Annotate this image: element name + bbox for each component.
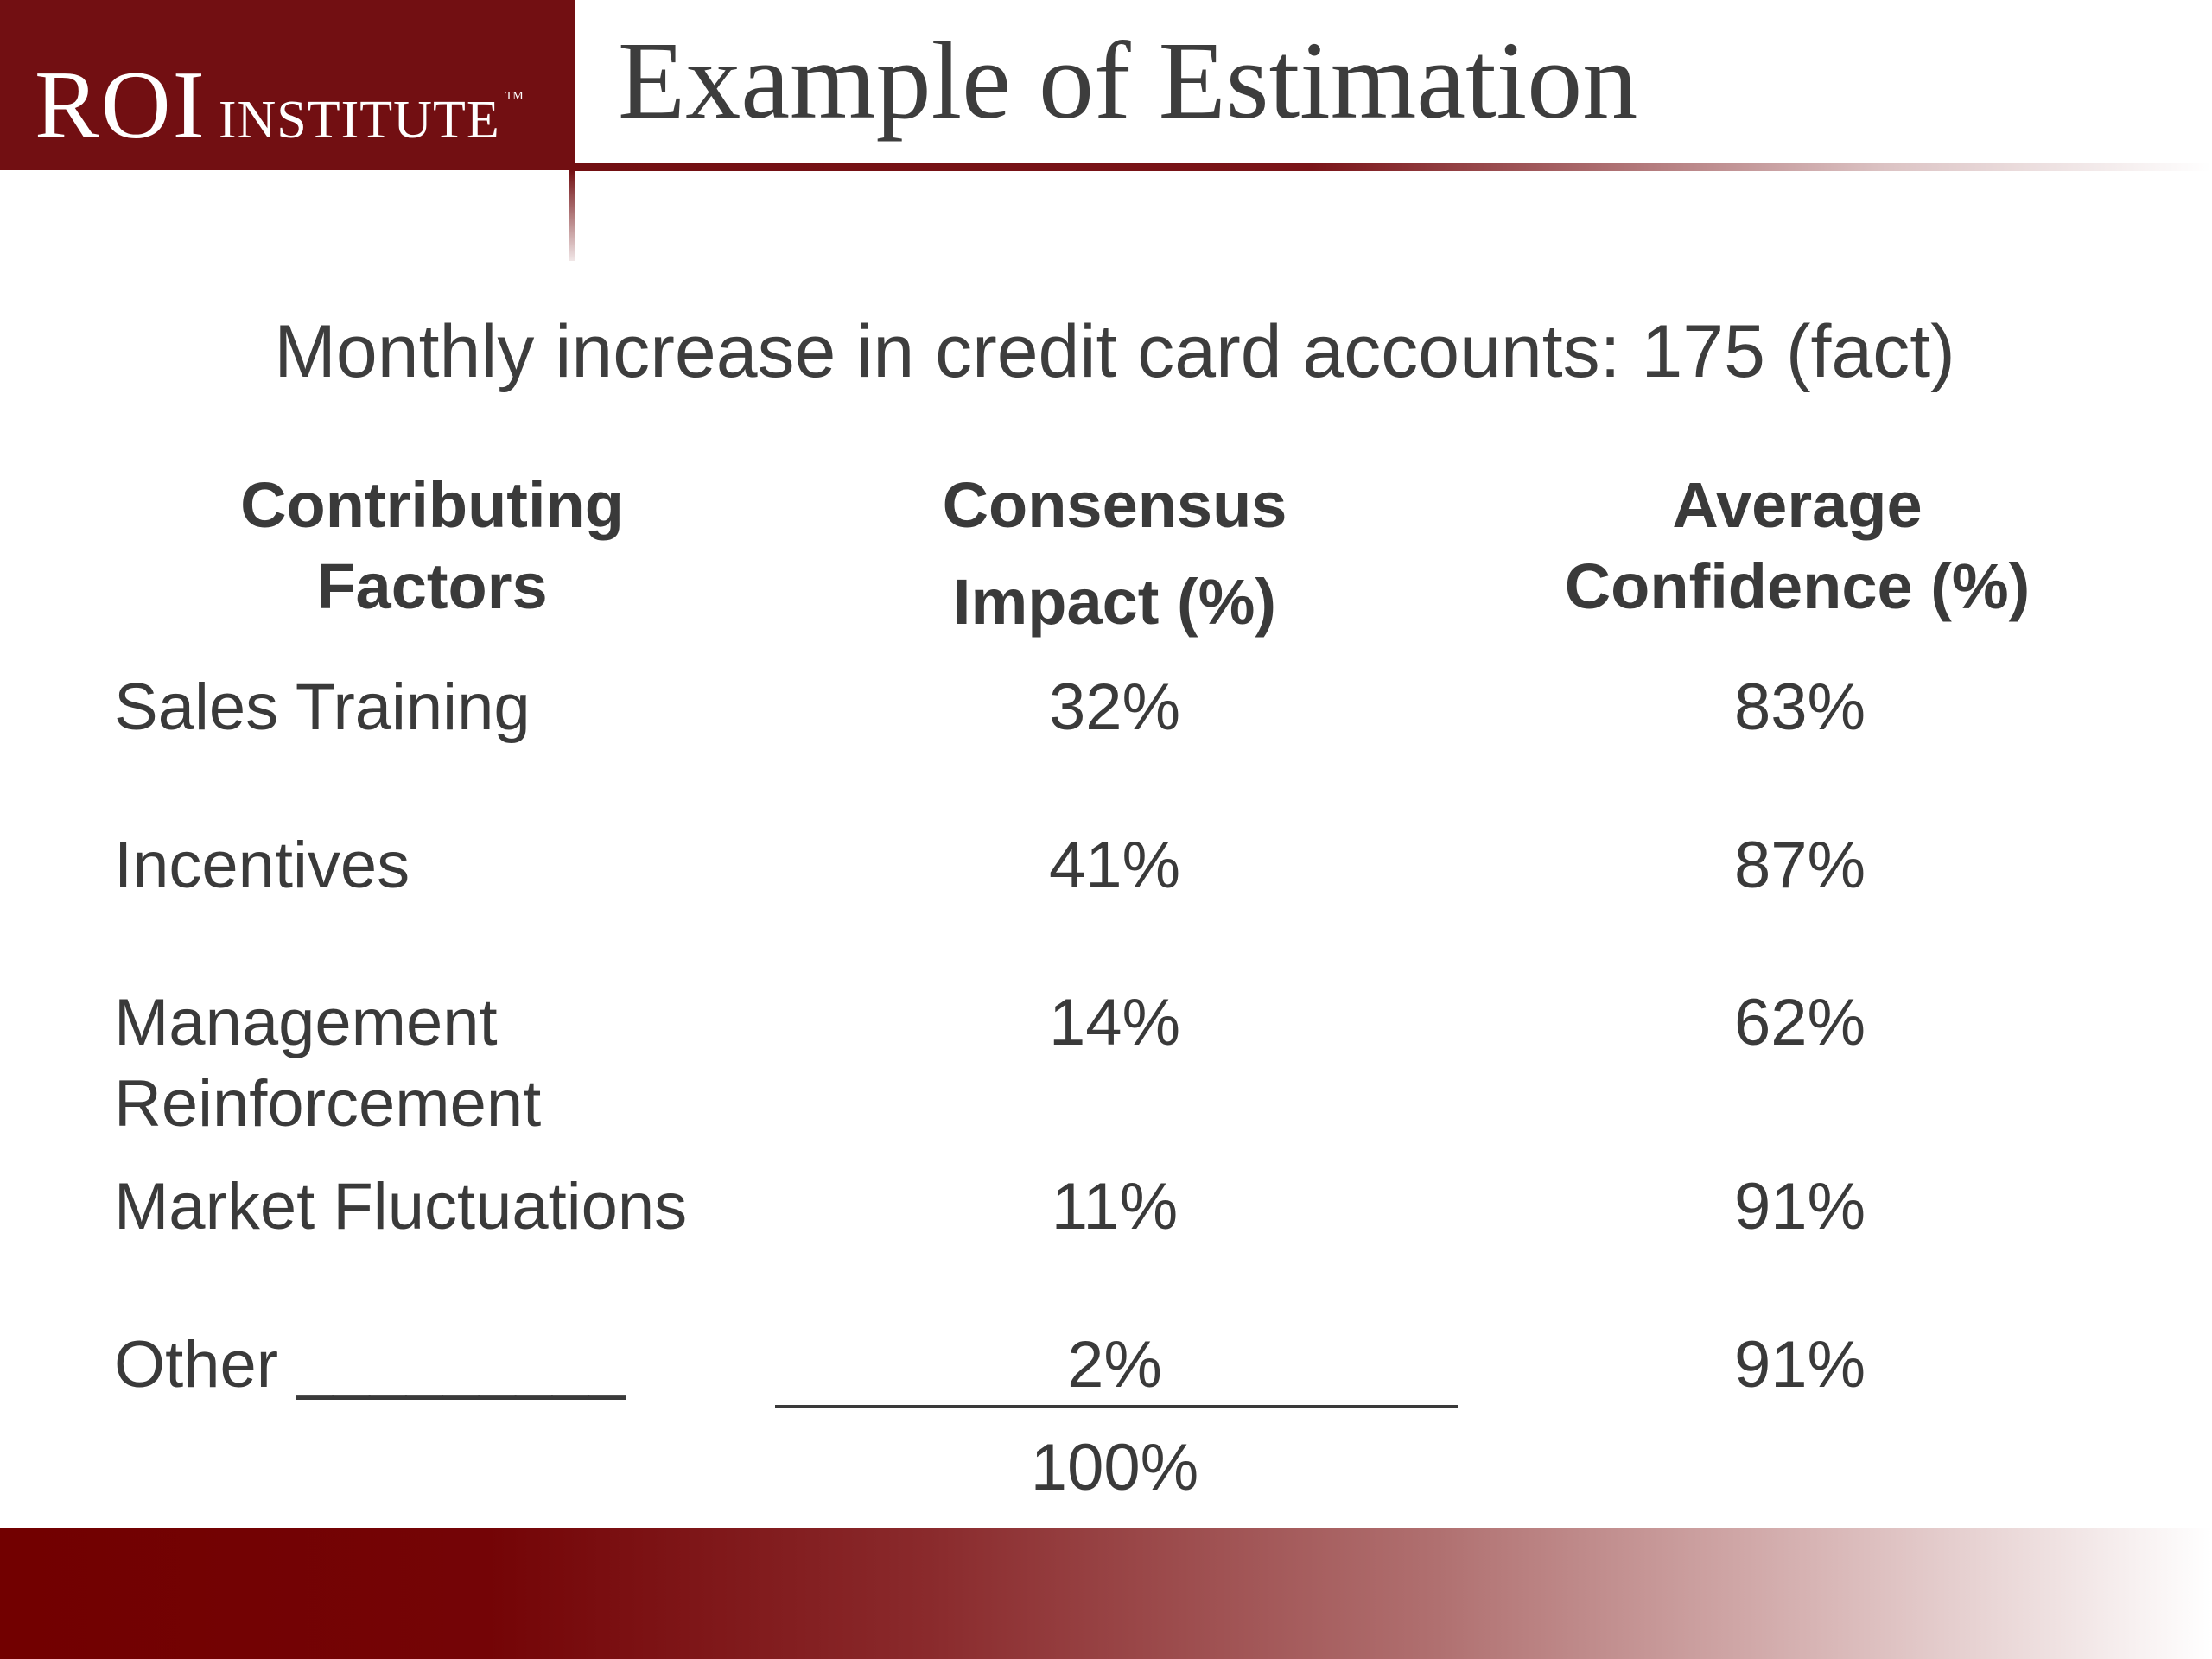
footer-band — [0, 1528, 2212, 1659]
slide-title: Example of Estimation — [618, 19, 1638, 142]
impact-market-fluctuations: 11% — [1051, 1170, 1179, 1243]
factor-sales-training: Sales Training — [114, 671, 531, 744]
header-impact-line1: Consensus — [942, 469, 1287, 541]
confidence-market-fluctuations: 91% — [1733, 1170, 1866, 1243]
vertical-accent-line — [569, 170, 575, 261]
header-impact-line2: Impact (%) — [952, 566, 1277, 638]
slide-subtitle: Monthly increase in credit card accounts… — [274, 310, 1955, 393]
confidence-incentives: 87% — [1733, 829, 1866, 902]
header-factor-line1: Contributing — [240, 469, 624, 541]
impact-sales-training: 32% — [1048, 671, 1181, 744]
logo-institute-text: INSTITUTE — [218, 91, 500, 149]
factor-other: Other _________ — [114, 1328, 626, 1402]
title-underline — [575, 163, 2212, 171]
header-average-confidence: Average Confidence (%) — [1486, 465, 2108, 627]
logo-trademark: TM — [505, 90, 524, 103]
logo-banner: ROI INSTITUTE TM — [0, 0, 575, 170]
header-confidence-line2: Confidence (%) — [1564, 550, 2031, 622]
confidence-other: 91% — [1733, 1328, 1866, 1402]
confidence-sales-training: 83% — [1733, 671, 1866, 744]
header-factor-line2: Factors — [316, 550, 548, 622]
roi-institute-logo: ROI INSTITUTE TM — [35, 50, 524, 162]
factor-market-fluctuations: Market Fluctuations — [114, 1170, 688, 1243]
factor-management-reinforcement: Management Reinforcement — [114, 986, 542, 1141]
logo-roi-text: ROI — [35, 52, 207, 159]
impact-other: 2% — [1067, 1328, 1162, 1402]
sum-divider — [775, 1405, 1458, 1408]
factor-incentives: Incentives — [114, 829, 410, 902]
header-contributing-factors: Contributing Factors — [173, 465, 691, 627]
confidence-management-reinforcement: 62% — [1733, 986, 1866, 1059]
header-consensus-impact: Consensus Impact (%) — [855, 465, 1374, 643]
impact-management-reinforcement: 14% — [1048, 986, 1181, 1059]
header-confidence-line1: Average — [1672, 469, 1923, 541]
impact-total: 100% — [1030, 1431, 1199, 1504]
impact-incentives: 41% — [1048, 829, 1181, 902]
